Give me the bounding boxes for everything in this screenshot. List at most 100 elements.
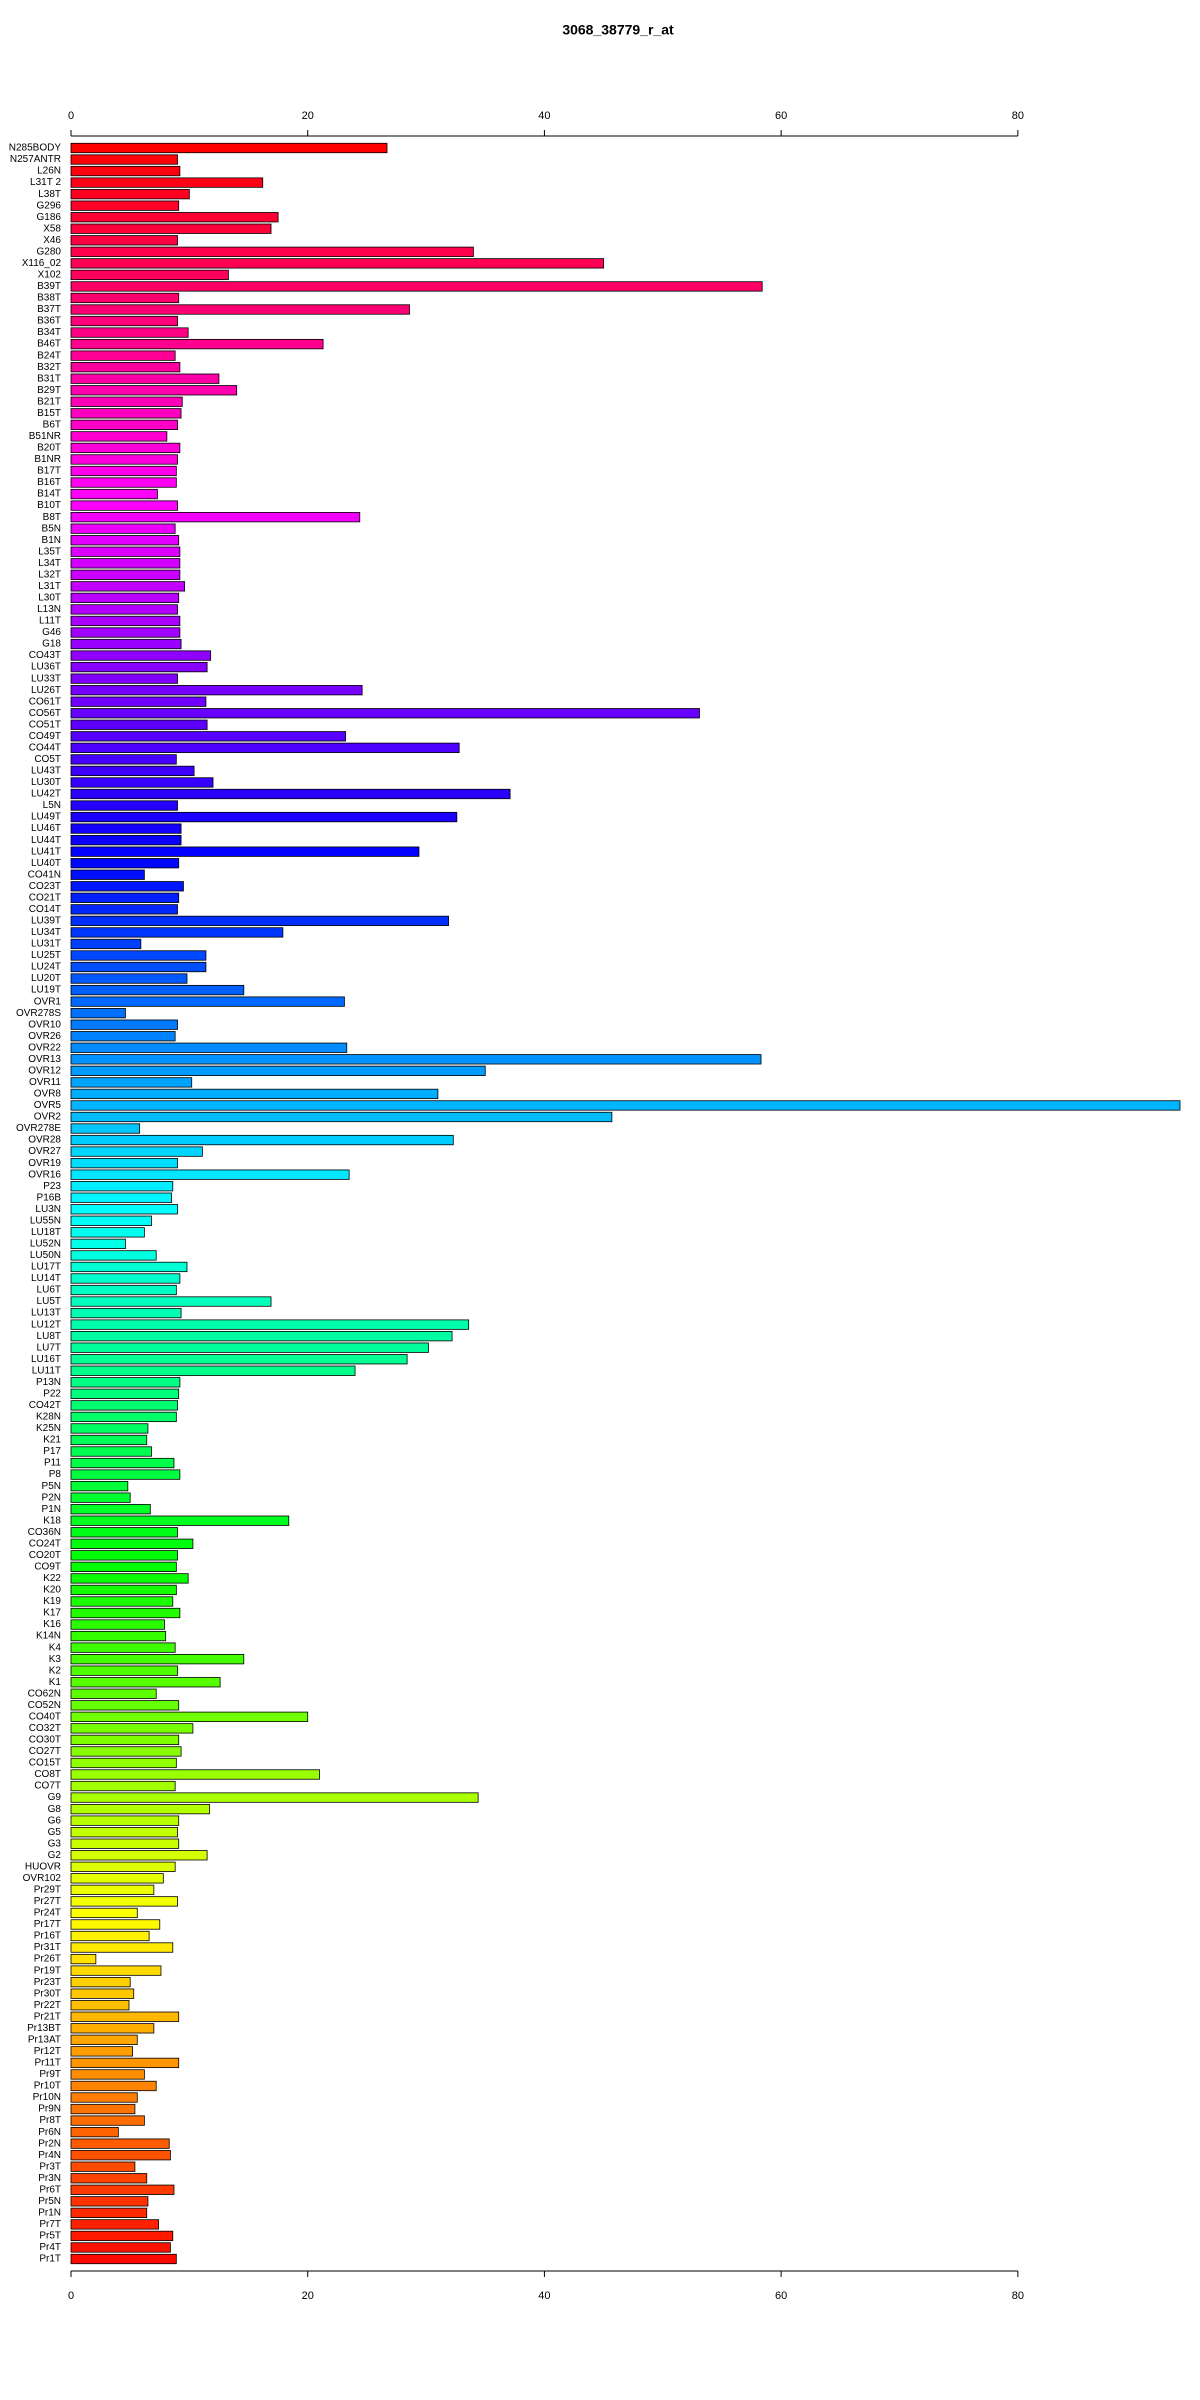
y-tick-label: LU34T [31, 927, 61, 938]
bar [70, 1550, 178, 1561]
bar [70, 1457, 175, 1469]
y-tick-label: Pr10T [34, 2081, 61, 2092]
bar [70, 258, 605, 269]
bar [70, 2138, 170, 2149]
bar [70, 2253, 177, 2265]
y-tick-label: LU42T [31, 789, 61, 800]
bar [70, 1307, 182, 1319]
bar [70, 881, 184, 892]
bar [70, 1584, 177, 1596]
y-tick-label: Pr6N [38, 2127, 61, 2138]
bar [70, 708, 700, 719]
bar [70, 1331, 453, 1342]
bar [70, 581, 186, 592]
y-tick-label: P16B [37, 1192, 62, 1203]
y-tick-label: B24T [37, 350, 61, 361]
y-tick-label: Pr30T [34, 1988, 61, 1999]
bar [70, 1953, 97, 1965]
bar [70, 2196, 149, 2207]
bar [70, 1031, 176, 1042]
y-tick-label: P8 [49, 1469, 62, 1480]
y-tick-label: K1 [49, 1677, 62, 1688]
bar [70, 212, 279, 223]
y-tick-label: K21 [43, 1435, 61, 1446]
y-tick-label: LU6T [37, 1285, 61, 1296]
bar [70, 673, 178, 684]
y-tick-label: LU55N [30, 1215, 61, 1226]
y-tick-label: CO43T [29, 650, 61, 661]
y-tick-label: G280 [37, 246, 62, 257]
bar [70, 731, 346, 742]
y-tick-label: L13N [37, 604, 61, 615]
y-tick-label: LU3N [35, 1204, 61, 1215]
y-tick-label: OVR28 [28, 1135, 61, 1146]
bar [70, 2092, 138, 2103]
y-tick-label: B15T [37, 408, 61, 419]
y-tick-label: Pr6T [39, 2184, 61, 2195]
bar [70, 777, 214, 788]
y-tick-label: G18 [42, 639, 61, 650]
bar [70, 2207, 148, 2218]
y-tick-label: CO36N [28, 1527, 61, 1538]
y-tick-label: LU40T [31, 858, 61, 869]
bar [70, 650, 212, 661]
y-tick-label: LU14T [31, 1273, 61, 1284]
bar [70, 1446, 152, 1457]
y-tick-label: B39T [37, 281, 61, 292]
y-tick-label: Pr2N [38, 2138, 61, 2149]
bar [70, 2173, 148, 2184]
bar [70, 685, 363, 696]
y-tick-label: LU41T [31, 846, 61, 857]
bar [70, 2242, 171, 2253]
y-tick-label: CO42T [29, 1400, 61, 1411]
y-tick-label: LU20T [31, 973, 61, 984]
y-tick-label: LU39T [31, 916, 61, 927]
y-tick-label: CO51T [29, 719, 61, 730]
bar [70, 1815, 180, 1826]
y-tick-label: Pr13BT [27, 2023, 61, 2034]
y-tick-label: G296 [37, 200, 62, 211]
bar [70, 1065, 486, 1076]
bar [70, 200, 180, 211]
y-tick-label: OVR11 [29, 1077, 61, 1088]
y-tick-label: OVR10 [28, 1019, 61, 1030]
y-tick-label: P2N [42, 1492, 61, 1503]
bar [70, 938, 142, 950]
y-tick-label: Pr4N [38, 2150, 61, 2161]
x-tick-label: 80 [1012, 2290, 1024, 2302]
y-tick-label: LU31T [31, 939, 61, 950]
bar [70, 1884, 155, 1895]
bar [70, 696, 207, 707]
bar [70, 1319, 470, 1330]
x-tick-label: 20 [302, 110, 314, 122]
bar [70, 431, 168, 442]
bar [70, 2161, 136, 2172]
bar [70, 904, 178, 915]
bar [70, 2103, 136, 2115]
y-tick-label: B32T [37, 362, 61, 373]
y-tick-label: B20T [37, 443, 61, 454]
y-tick-label: LU16T [31, 1354, 61, 1365]
bar [70, 512, 361, 523]
bar [70, 488, 158, 500]
y-tick-label: OVR5 [34, 1100, 62, 1111]
y-tick-label: L30T [38, 593, 61, 604]
bar [70, 246, 474, 257]
y-tick-label: Pr29T [34, 1885, 61, 1896]
bar [70, 1504, 151, 1515]
bar [70, 454, 178, 465]
bar [70, 1261, 188, 1273]
y-tick-label: CO32T [29, 1723, 61, 1734]
y-tick-label: LU5T [37, 1296, 61, 1307]
bar [70, 419, 178, 430]
y-tick-label: CO61T [29, 696, 61, 707]
bar [70, 661, 208, 673]
y-tick-label: CO14T [29, 904, 61, 915]
bar [70, 1342, 429, 1353]
y-tick-label: CO23T [29, 881, 61, 892]
bar [70, 1204, 178, 1215]
bar [70, 1388, 180, 1399]
bar [70, 1977, 131, 1988]
y-tick-label: L34T [38, 558, 61, 569]
y-tick-label: Pr1T [39, 2254, 61, 2265]
